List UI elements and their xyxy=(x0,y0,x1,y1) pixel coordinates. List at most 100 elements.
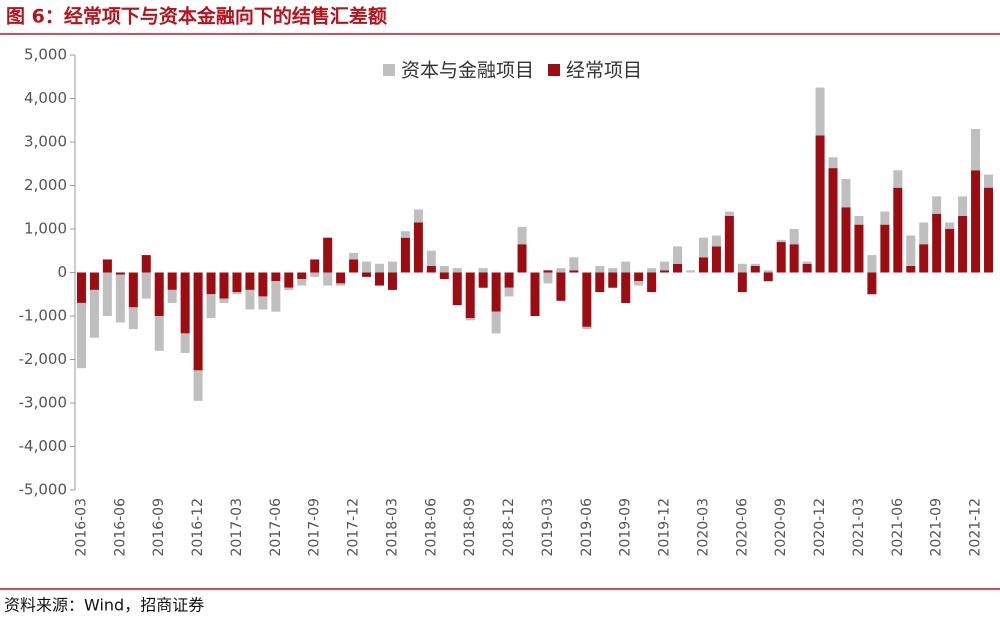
bar xyxy=(76,302,86,369)
bar xyxy=(154,316,164,351)
bar xyxy=(789,229,799,245)
bar xyxy=(323,272,333,286)
bar xyxy=(375,272,385,286)
bar xyxy=(854,224,864,273)
legend-label: 资本与金融项目 xyxy=(401,60,534,82)
bar xyxy=(387,261,397,273)
x-tick-label: 2019-09 xyxy=(618,498,634,557)
bar xyxy=(582,272,592,327)
x-tick-label: 2020-12 xyxy=(812,498,828,557)
bar xyxy=(595,272,605,293)
bar xyxy=(867,272,877,295)
y-tick-label: -1,000 xyxy=(19,307,67,325)
bar xyxy=(556,272,566,301)
bar xyxy=(543,270,553,273)
y-tick-label: 1,000 xyxy=(24,220,67,238)
bar xyxy=(362,261,372,273)
x-tick-label: 2016-12 xyxy=(190,498,206,557)
bar xyxy=(608,268,618,273)
y-tick-label: -4,000 xyxy=(19,437,67,455)
bar xyxy=(154,272,164,316)
bar xyxy=(452,272,462,306)
bar xyxy=(750,265,760,273)
bar xyxy=(919,222,929,245)
bar xyxy=(698,257,708,273)
bar xyxy=(660,270,670,273)
bar xyxy=(504,287,514,297)
bar xyxy=(673,246,683,264)
bar xyxy=(193,370,203,401)
bar xyxy=(141,255,151,273)
bar xyxy=(634,272,644,282)
x-tick-label: 2018-06 xyxy=(423,498,439,557)
bar xyxy=(854,215,864,225)
bar xyxy=(776,242,786,273)
bar xyxy=(530,272,540,316)
x-tick-label: 2020-06 xyxy=(734,498,750,557)
bar xyxy=(841,178,851,208)
bar xyxy=(271,272,281,282)
bar xyxy=(245,289,255,310)
bar xyxy=(789,244,799,273)
bar xyxy=(595,265,605,273)
bar xyxy=(284,287,294,290)
bar xyxy=(349,252,359,260)
bar xyxy=(945,229,955,273)
bar xyxy=(621,272,631,303)
bar xyxy=(828,157,838,169)
bar xyxy=(698,237,708,258)
y-tick-label: 3,000 xyxy=(24,133,67,151)
bar xyxy=(932,213,942,273)
bar xyxy=(802,261,812,264)
bar xyxy=(336,272,346,284)
bar xyxy=(919,244,929,273)
y-tick-label: 0 xyxy=(57,263,67,281)
x-tick-label: 2019-06 xyxy=(579,498,595,557)
bar xyxy=(841,207,851,273)
x-tick-label: 2019-12 xyxy=(657,498,673,557)
bar xyxy=(634,281,644,286)
bar xyxy=(439,265,449,273)
bar xyxy=(724,211,734,216)
bar xyxy=(906,265,916,273)
bar xyxy=(815,87,825,136)
bar xyxy=(310,259,320,273)
bar xyxy=(375,263,385,273)
bar xyxy=(115,272,125,275)
bar xyxy=(945,222,955,229)
bar xyxy=(128,307,138,330)
bar xyxy=(232,272,242,293)
bar xyxy=(763,270,773,273)
bar xyxy=(737,272,747,293)
bar xyxy=(971,170,981,273)
bar xyxy=(167,289,177,303)
bar xyxy=(491,272,501,312)
bar xyxy=(465,318,475,321)
bar xyxy=(737,263,747,273)
bar xyxy=(310,272,320,277)
y-tick-label: -5,000 xyxy=(19,481,67,499)
bar xyxy=(685,270,695,273)
bar xyxy=(984,174,994,188)
x-tick-label: 2020-09 xyxy=(773,498,789,557)
bar xyxy=(478,268,488,273)
x-tick-label: 2020-03 xyxy=(695,498,711,557)
bar xyxy=(608,272,618,288)
bar xyxy=(115,274,125,323)
bar xyxy=(180,333,190,353)
bar xyxy=(647,268,657,273)
y-tick-label: -3,000 xyxy=(19,394,67,412)
bar xyxy=(323,237,333,273)
bar xyxy=(621,261,631,273)
bar xyxy=(245,272,255,290)
bar xyxy=(413,209,423,223)
bar xyxy=(984,187,994,273)
bar xyxy=(206,294,216,319)
bar xyxy=(750,263,760,266)
bar xyxy=(89,272,99,290)
bar xyxy=(336,283,346,286)
bar xyxy=(219,272,229,299)
bar xyxy=(543,272,553,284)
bar xyxy=(556,268,566,273)
bar xyxy=(880,224,890,273)
